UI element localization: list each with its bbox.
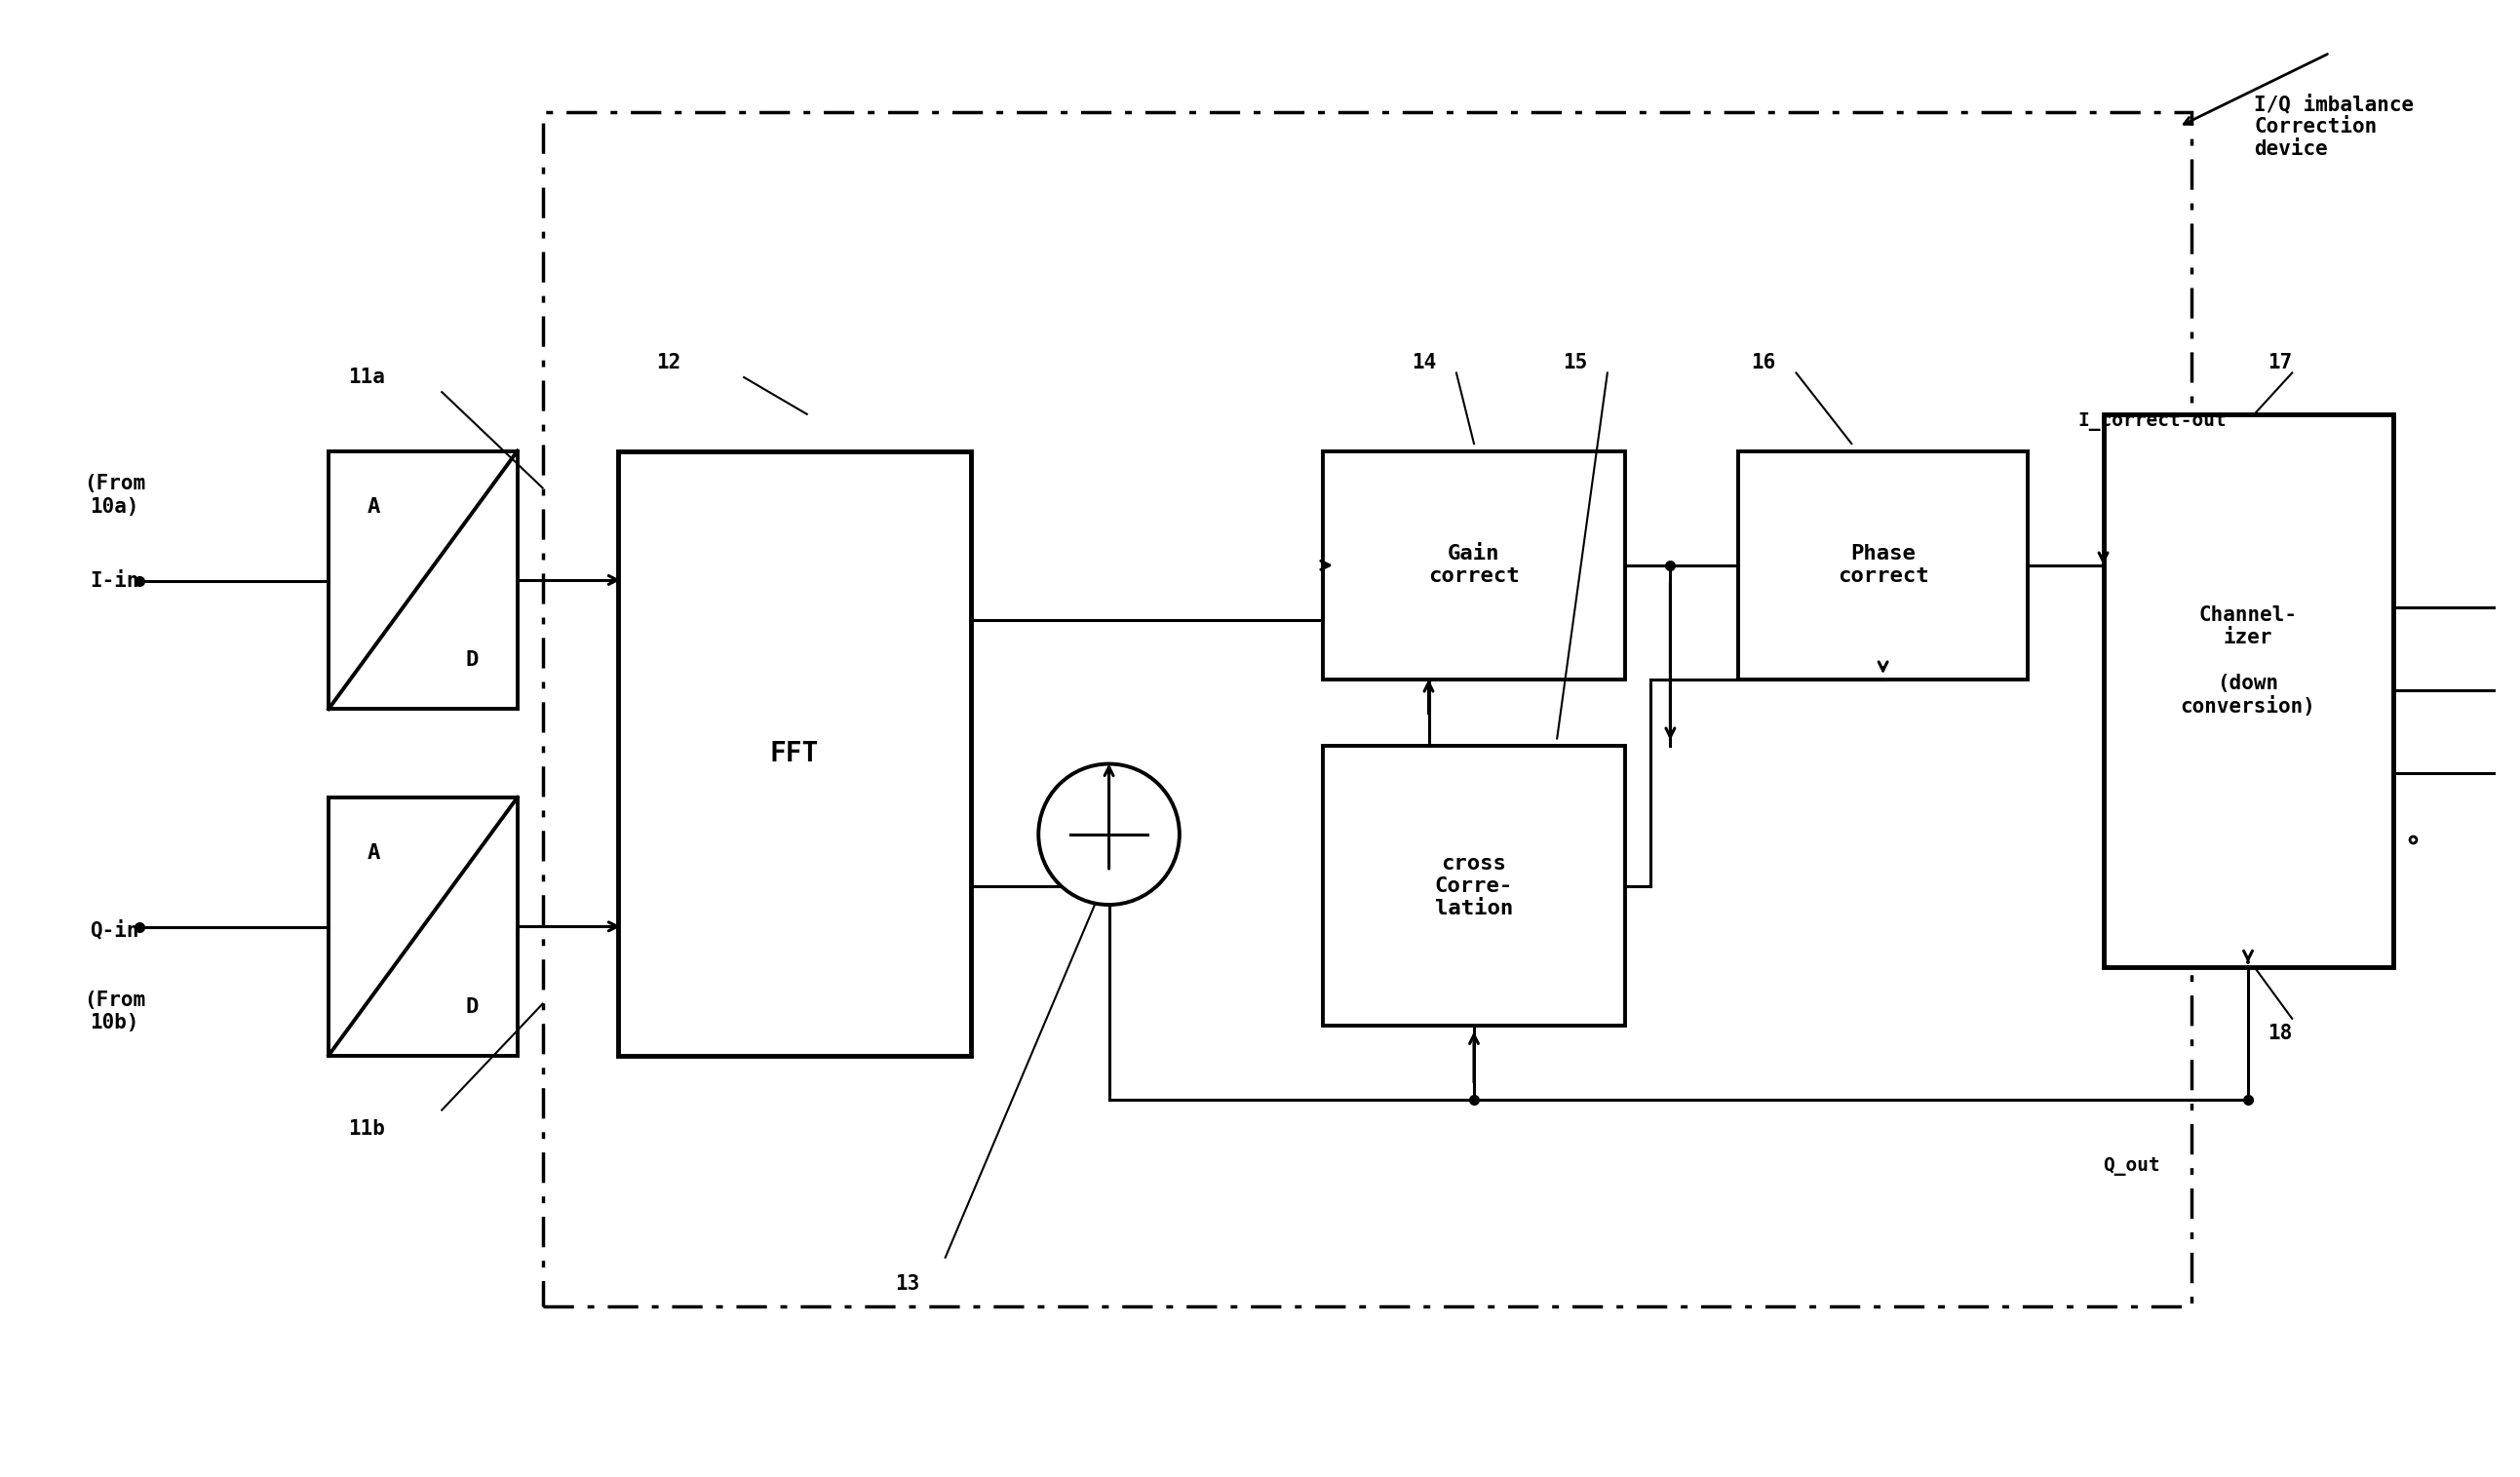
Bar: [542, 112, 2192, 1306]
Text: FFT: FFT: [769, 740, 819, 767]
Text: A: A: [368, 843, 381, 863]
Bar: [1323, 450, 1625, 679]
Text: 15: 15: [1562, 353, 1588, 372]
Text: 11b: 11b: [348, 1120, 386, 1139]
Bar: [1739, 450, 2029, 679]
Text: cross
Corre-
lation: cross Corre- lation: [1434, 854, 1512, 919]
Text: 13: 13: [895, 1275, 920, 1294]
Ellipse shape: [1038, 764, 1179, 905]
Text: I_correct-out: I_correct-out: [2079, 412, 2228, 431]
Bar: [2104, 414, 2394, 967]
Text: 18: 18: [2268, 1024, 2291, 1043]
Text: Channel-
izer

(down
conversion): Channel- izer (down conversion): [2180, 606, 2316, 716]
Bar: [328, 798, 517, 1056]
Text: 17: 17: [2268, 353, 2291, 372]
Text: Phase
correct: Phase correct: [1837, 544, 1928, 586]
Bar: [617, 450, 970, 1056]
Text: (From
10a): (From 10a): [83, 474, 146, 517]
Text: D: D: [466, 997, 479, 1016]
Text: 14: 14: [1411, 353, 1436, 372]
Text: 11a: 11a: [348, 368, 386, 387]
Text: A: A: [368, 498, 381, 517]
Bar: [328, 450, 517, 709]
Text: I-in: I-in: [91, 572, 139, 591]
Bar: [1323, 746, 1625, 1027]
Text: 12: 12: [655, 353, 680, 372]
Text: 16: 16: [1751, 353, 1777, 372]
Text: D: D: [466, 650, 479, 671]
Text: Gain
correct: Gain correct: [1429, 544, 1520, 586]
Text: (From
10b): (From 10b): [83, 990, 146, 1032]
Text: I/Q imbalance
Correction
device: I/Q imbalance Correction device: [2255, 95, 2414, 160]
Text: Q_out: Q_out: [2104, 1156, 2160, 1176]
Text: Q-in: Q-in: [91, 920, 139, 941]
